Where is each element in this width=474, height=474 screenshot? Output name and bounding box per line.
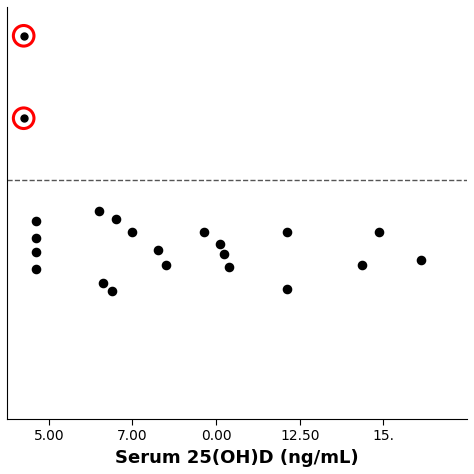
Point (108, 288, 115, 295)
Point (32, 265, 40, 273)
Point (112, 215, 119, 223)
Point (200, 228, 207, 236)
Point (95, 207, 103, 215)
Point (162, 261, 170, 268)
Point (32, 234, 40, 242)
Point (20, 32, 27, 40)
Point (359, 261, 366, 268)
Point (32, 218, 40, 225)
Point (100, 279, 107, 287)
Point (283, 228, 291, 236)
Point (375, 228, 383, 236)
Point (128, 228, 136, 236)
Point (221, 250, 228, 258)
Point (283, 285, 291, 293)
Point (20, 114, 27, 122)
Point (20, 32, 27, 40)
Point (154, 246, 161, 254)
Point (217, 240, 224, 248)
X-axis label: Serum 25(OH)D (ng/mL): Serum 25(OH)D (ng/mL) (115, 449, 359, 467)
Point (225, 263, 232, 270)
Point (20, 114, 27, 122)
Point (417, 256, 425, 264)
Point (32, 248, 40, 256)
